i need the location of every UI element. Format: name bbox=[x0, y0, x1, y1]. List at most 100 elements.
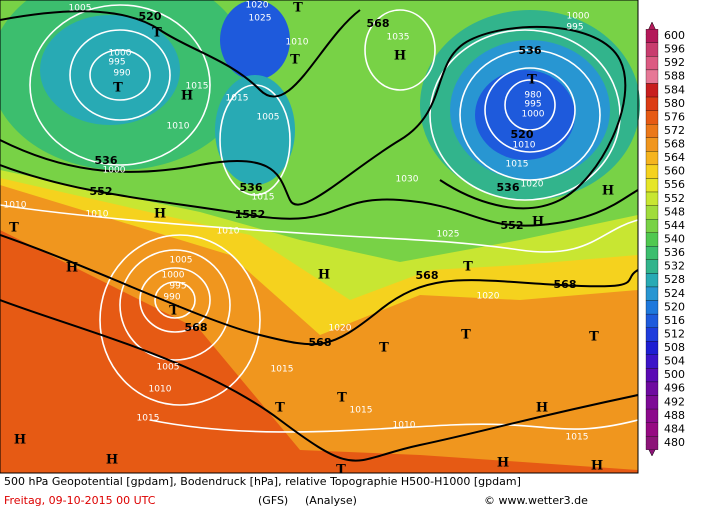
geopotential-lines bbox=[0, 9, 639, 462]
isobars bbox=[0, 4, 639, 433]
map-labels: 1005520T10201025T5681035H1010T1000995990… bbox=[4, 1, 615, 478]
isoline-label: 1015 bbox=[566, 433, 589, 443]
scale-label: 484 bbox=[664, 422, 685, 435]
pressure-center: H bbox=[154, 207, 166, 222]
scale-label: 508 bbox=[664, 341, 685, 354]
scale-label: 592 bbox=[664, 56, 685, 69]
isoline-label: 1000 bbox=[109, 49, 132, 59]
pressure-center: T bbox=[9, 221, 19, 236]
isoline-label: 1005 bbox=[170, 256, 193, 266]
scale-label: 512 bbox=[664, 327, 685, 340]
scale-swatch bbox=[645, 42, 659, 57]
scale-label: 500 bbox=[664, 368, 685, 381]
scale-swatch bbox=[645, 69, 659, 84]
isoline-label: 1010 bbox=[217, 227, 240, 237]
pressure-center: T bbox=[336, 463, 346, 478]
isoline-label: 1010 bbox=[86, 210, 109, 220]
map bbox=[0, 0, 640, 473]
scale-swatch bbox=[645, 191, 659, 206]
isoline-label: 536 bbox=[95, 154, 118, 167]
isoline-label: 1015 bbox=[186, 82, 209, 92]
scale-label: 572 bbox=[664, 124, 685, 137]
isoline-label: 1010 bbox=[149, 385, 172, 395]
pressure-center: T bbox=[293, 1, 303, 16]
scale-swatch bbox=[645, 354, 659, 369]
scale-label: 532 bbox=[664, 260, 685, 273]
isoline-label: 1010 bbox=[4, 201, 27, 211]
field-528 bbox=[40, 15, 180, 125]
isoline-label: 990 bbox=[113, 69, 130, 79]
scale-swatch bbox=[645, 436, 659, 450]
scale-swatch bbox=[645, 327, 659, 342]
pressure-center: T bbox=[169, 304, 179, 319]
scale-swatch bbox=[645, 83, 659, 98]
scale-label: 492 bbox=[664, 395, 685, 408]
isoline-label: 568 bbox=[309, 336, 332, 349]
field-516 bbox=[220, 0, 290, 80]
pressure-center: H bbox=[536, 401, 548, 416]
isoline-label: 568 bbox=[554, 278, 577, 291]
isoline-label: 1005 bbox=[157, 363, 180, 373]
scale-swatch bbox=[645, 259, 659, 274]
footer-date: Freitag, 09-10-2015 00 UTC bbox=[4, 494, 156, 507]
scale-swatch bbox=[645, 300, 659, 315]
isoline-label: 1015 bbox=[271, 365, 294, 375]
isoline-label: 520 bbox=[511, 128, 534, 141]
pressure-center: H bbox=[532, 215, 544, 230]
scale-label: 504 bbox=[664, 355, 685, 368]
footer: 500 hPa Geopotential [gpdam], Bodendruck… bbox=[0, 472, 638, 507]
scale-swatch bbox=[645, 110, 659, 125]
isoline-label: 1010 bbox=[513, 141, 536, 151]
isoline-label: 552 bbox=[90, 185, 113, 198]
pressure-center: H bbox=[106, 453, 118, 468]
scale-label: 584 bbox=[664, 83, 685, 96]
isoline-label: 1025 bbox=[249, 14, 272, 24]
pressure-center: H bbox=[497, 456, 509, 471]
scale-label: 544 bbox=[664, 219, 685, 232]
pressure-center: T bbox=[589, 330, 599, 345]
footer-model: (GFS) bbox=[258, 494, 288, 507]
scale-label: 496 bbox=[664, 382, 685, 395]
isoline-label: 1020 bbox=[477, 292, 500, 302]
pressure-center: H bbox=[14, 433, 26, 448]
isoline-label: 990 bbox=[163, 293, 180, 303]
isoline-label: 1035 bbox=[387, 33, 410, 43]
isoline-label: 980 bbox=[524, 91, 541, 101]
pressure-center: T bbox=[152, 26, 162, 41]
isoline-label: 1552 bbox=[235, 208, 266, 221]
isoline-label: 1005 bbox=[69, 4, 92, 14]
isoline-label: 1025 bbox=[437, 230, 460, 240]
isoline-label: 568 bbox=[185, 321, 208, 334]
pressure-center: T bbox=[463, 260, 473, 275]
scale-swatch bbox=[645, 96, 659, 111]
scale-label: 552 bbox=[664, 192, 685, 205]
scale-label: 536 bbox=[664, 246, 685, 259]
isoline-label: 1010 bbox=[393, 421, 416, 431]
isoline-label: 995 bbox=[169, 282, 186, 292]
scale-label: 540 bbox=[664, 233, 685, 246]
isoline-label: 1020 bbox=[521, 180, 544, 190]
isoline-label: 568 bbox=[367, 17, 390, 30]
scale-label: 548 bbox=[664, 205, 685, 218]
field-528 bbox=[215, 75, 295, 185]
isoline-label: 552 bbox=[501, 219, 524, 232]
pressure-center: T bbox=[275, 401, 285, 416]
isoline-label: 1015 bbox=[226, 94, 249, 104]
isoline-label: 1020 bbox=[246, 1, 269, 11]
scale-swatch bbox=[645, 29, 659, 43]
isoline-label: 568 bbox=[416, 269, 439, 282]
isoline-label: 1000 bbox=[567, 12, 590, 22]
isoline-label: 1005 bbox=[257, 113, 280, 123]
pressure-center: T bbox=[113, 81, 123, 96]
isoline-label: 995 bbox=[524, 100, 541, 110]
scale-label: 480 bbox=[664, 436, 685, 449]
pressure-center: H bbox=[181, 89, 193, 104]
pressure-center: H bbox=[318, 268, 330, 283]
isoline-label: 1010 bbox=[286, 38, 309, 48]
isoline-label: 1015 bbox=[252, 193, 275, 203]
scale-swatch bbox=[645, 395, 659, 410]
scale-swatch bbox=[645, 408, 659, 423]
isoline-label: 1000 bbox=[522, 110, 545, 120]
scale-label: 520 bbox=[664, 300, 685, 313]
scale-label: 600 bbox=[664, 29, 685, 42]
